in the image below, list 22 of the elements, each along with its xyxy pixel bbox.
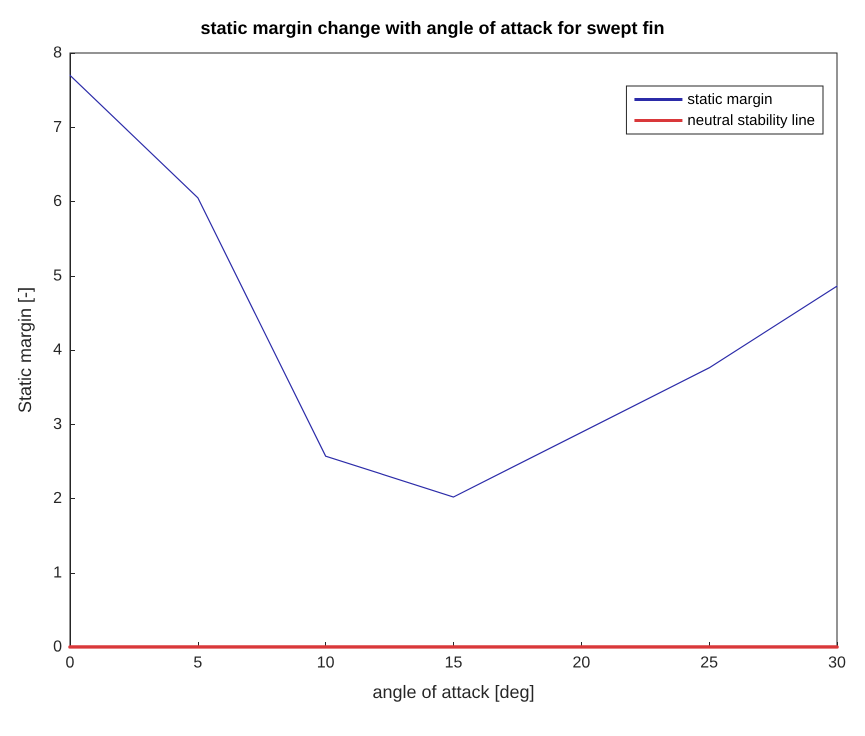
y-tick-label: 3 (53, 416, 62, 433)
x-tick-label: 0 (66, 654, 75, 672)
y-tick-label: 6 (53, 193, 62, 210)
y-tick-label: 7 (53, 118, 62, 136)
line-series (69, 74, 838, 498)
y-tick-label: 1 (53, 564, 62, 582)
x-axis-title: angle of attack [deg] (372, 682, 535, 702)
y-axis-title: Static margin [-] (15, 286, 35, 414)
x-tick-label: 15 (444, 654, 462, 672)
y-tick-label: 5 (53, 267, 62, 284)
x-tick-label: 30 (828, 654, 846, 672)
x-tick-label: 25 (700, 654, 718, 672)
y-tick-label: 2 (53, 490, 62, 507)
legend-label: static margin (687, 91, 772, 108)
chart-title: static margin change with angle of attack for swept fin (200, 18, 665, 38)
legend-label: neutral stability line (687, 112, 816, 129)
y-tick-label: 0 (53, 638, 62, 656)
x-tick-label: 20 (572, 654, 590, 672)
x-tick-label: 10 (316, 654, 335, 672)
y-tick-label: 8 (53, 44, 62, 62)
y-tick-label: 4 (53, 342, 62, 358)
x-tick-label: 5 (193, 654, 202, 672)
